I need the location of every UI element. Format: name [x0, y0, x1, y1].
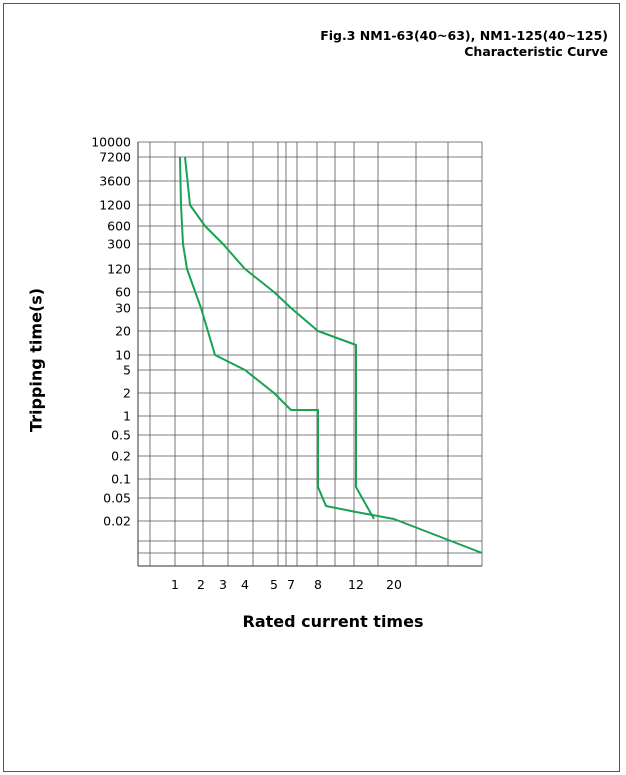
y-tick-label: 1200	[99, 198, 131, 213]
y-tick-label: 10000	[91, 135, 131, 150]
y-tick-label: 0.5	[111, 428, 131, 443]
y-axis-label: Tripping time(s)	[26, 287, 46, 433]
y-tick-label: 30	[115, 301, 131, 316]
x-tick-label: 8	[314, 577, 322, 592]
y-tick-label: 300	[107, 237, 131, 252]
y-tick-label: 5	[123, 363, 131, 378]
x-tick-label: 12	[348, 577, 364, 592]
y-tick-label: 120	[107, 262, 131, 277]
figure-title-line2: Characteristic Curve	[464, 44, 608, 59]
trip-curve-2	[184, 156, 375, 520]
figure-title-line1: Fig.3 NM1-63(40~63), NM1-125(40~125)	[320, 28, 608, 43]
y-tick-label: 600	[107, 219, 131, 234]
x-axis-label: Rated current times	[242, 612, 424, 631]
trip-curve-1	[179, 156, 395, 520]
x-tick-label: 7	[287, 577, 295, 592]
x-tick-label: 1	[171, 577, 179, 592]
y-tick-label: 0.02	[103, 514, 131, 529]
y-tick-label: 0.05	[103, 491, 131, 506]
y-tick-label: 0.1	[111, 472, 131, 487]
figure-frame	[3, 3, 620, 772]
figure-title: Fig.3 NM1-63(40~63), NM1-125(40~125) Cha…	[320, 28, 608, 60]
y-tick-label: 20	[115, 324, 131, 339]
x-tick-label: 5	[270, 577, 278, 592]
chart-curves	[179, 156, 483, 554]
x-tick-label: 3	[219, 577, 227, 592]
y-tick-label: 3600	[99, 174, 131, 189]
y-tick-label: 60	[115, 285, 131, 300]
y-tick-label: 10	[115, 348, 131, 363]
chart-grid	[137, 141, 483, 567]
x-tick-label: 2	[197, 577, 205, 592]
y-tick-label: 1	[123, 409, 131, 424]
x-tick-labels: 1 2 3 4 5 7 8 12 20	[171, 577, 402, 592]
y-tick-label: 0.2	[111, 449, 131, 464]
trip-curve-tail	[393, 518, 483, 554]
x-tick-label: 20	[386, 577, 402, 592]
x-tick-label: 4	[241, 577, 249, 592]
y-tick-label: 7200	[99, 150, 131, 165]
y-tick-label: 2	[123, 386, 131, 401]
